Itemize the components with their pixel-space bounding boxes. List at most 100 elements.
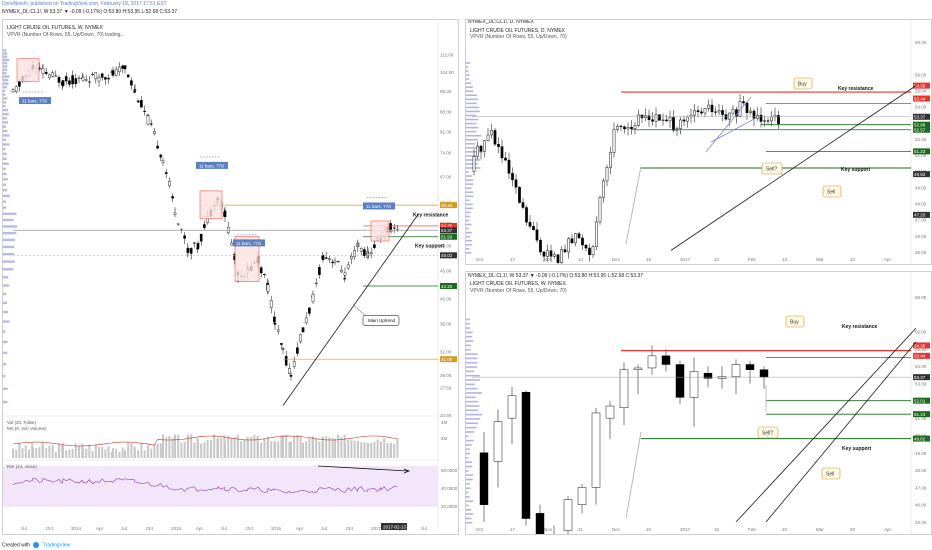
weekly-chart-canvas[interactable]: 112.00 104.00 96.00 88.00 81.00 74.00 67.00 60.… <box>3 20 458 534</box>
candle-body <box>273 316 276 323</box>
volume-profile-bar <box>466 444 472 446</box>
price-tag <box>913 113 930 120</box>
candle-body <box>14 86 18 92</box>
volume-profile-bar <box>466 422 479 425</box>
y-tick-label: 81.00 <box>440 129 452 134</box>
bar-count-label-bg <box>196 161 228 169</box>
candle-body <box>728 112 731 120</box>
volume-profile-bar <box>466 94 478 97</box>
x-tick-label: 17 <box>510 257 516 262</box>
weekly-zoom-chart-pane[interactable]: NYMEX_DL:CL1!, W 53.37 ▼ -0.09 (-0.17%) … <box>465 271 932 535</box>
candle-body <box>84 79 88 81</box>
price-tag <box>913 95 930 102</box>
y-tick-label: 45.00 <box>915 250 927 255</box>
candle-body <box>490 130 493 136</box>
candle-body <box>153 131 156 134</box>
volume-bar <box>305 441 308 458</box>
y-tick-label: 56.00 <box>915 72 927 77</box>
volume-profile-bar <box>466 496 470 498</box>
volume-bar <box>62 443 64 458</box>
candle-body <box>689 371 699 398</box>
candle-body <box>156 145 159 149</box>
volume-bar <box>293 436 296 458</box>
candle-body <box>472 156 476 172</box>
bar-count-label: 11 bars, 77d <box>199 163 224 168</box>
candle-body <box>563 499 573 531</box>
candle-body <box>633 125 637 129</box>
candle-body <box>392 227 396 229</box>
volume-profile-bar <box>466 187 472 189</box>
candle-body <box>168 180 171 186</box>
volume-profile-bar <box>3 400 8 404</box>
weekly-zoom-chart-canvas[interactable]: 58.0056.0055.0054.0053.0052.0051.0050.00… <box>466 272 931 534</box>
volume-profile-bar <box>3 320 10 323</box>
candle-body <box>609 152 612 168</box>
volume-profile-bar <box>466 400 479 403</box>
volume-profile-bar <box>466 383 475 386</box>
volume-bar <box>65 450 68 458</box>
candle-body <box>595 221 598 247</box>
main-uptrend-callout <box>362 315 400 326</box>
candle-body <box>44 71 48 74</box>
price-tag-label: 59.34 <box>441 203 453 208</box>
candle-body <box>314 282 318 284</box>
volume-profile-bar <box>3 82 9 85</box>
volume-profile-bar <box>466 478 473 481</box>
candle-body <box>280 343 283 345</box>
candle-body <box>140 100 143 108</box>
candle-body <box>336 261 340 263</box>
candle-body <box>476 145 479 157</box>
volume-profile-bar <box>3 58 10 62</box>
candle-body <box>331 261 334 264</box>
price-tag-label: 53.44 <box>914 96 926 101</box>
volume-bar <box>312 436 314 458</box>
key-support-label: Key support <box>842 446 872 452</box>
candle-body <box>74 78 78 84</box>
volume-bar <box>334 438 336 458</box>
volume-bar <box>127 442 130 458</box>
candle-body <box>133 90 136 93</box>
volume-bar <box>183 441 186 458</box>
volume-profile-bar <box>3 65 8 68</box>
footer-brand[interactable]: TradingView <box>42 542 71 548</box>
volume-bar <box>68 449 71 458</box>
price-tag-label: 53.37 <box>914 115 926 120</box>
volume-profile-bar <box>466 392 482 394</box>
sell-callout-bg <box>822 185 842 198</box>
x-tick-label: Feb <box>748 527 756 532</box>
volume-profile-bar <box>3 78 9 82</box>
candle-body <box>759 114 763 122</box>
volume-bar <box>187 434 189 458</box>
candle-body <box>289 375 293 377</box>
weekly-chart-pane[interactable]: LIGHT CRUDE OIL FUTURES, W, NYMEX VPVR (… <box>2 19 459 535</box>
volume-profile-bar <box>3 167 6 171</box>
daily-chart-pane[interactable]: NYMEX_DL:CL1!, D, NYMEX LIGHT CRUDE OIL … <box>465 19 932 265</box>
volume-bar <box>78 445 80 458</box>
volume-ma-label: MA (9, Vol: Volume) <box>7 426 47 431</box>
x-tick-label: Dec <box>612 257 621 262</box>
volume-bar <box>263 437 266 458</box>
volume-bar <box>203 442 206 458</box>
ticker-line: NYMEX_DL:CL1!, W 53.37 ▼ -0.09 (-0.17%) … <box>2 9 178 15</box>
volume-bar <box>290 441 292 458</box>
volume-bar <box>299 437 302 458</box>
candle-body <box>759 369 769 378</box>
volume-profile-bar <box>466 448 470 451</box>
candle-body <box>203 224 206 228</box>
candle-body <box>276 329 280 332</box>
volume-bar <box>257 442 259 458</box>
candle-body <box>647 355 657 369</box>
candle-body <box>486 134 490 142</box>
volume-profile-bar <box>466 435 469 438</box>
buy-callout: Buy <box>790 320 799 326</box>
y-tick-label: 74.00 <box>440 151 452 156</box>
volume-profile-bar <box>466 318 470 321</box>
candle-body <box>672 117 675 131</box>
volume-profile-bar <box>466 452 470 455</box>
candle-body <box>570 238 574 244</box>
daily-chart-canvas[interactable]: 58.0056.0055.0054.0053.0052.0051.0050.00… <box>466 20 931 264</box>
candle-body <box>630 127 633 129</box>
bar-count-label: 11 bars, 77d <box>366 204 391 209</box>
volume-bar <box>318 441 321 458</box>
x-tick-label: 17 <box>510 527 516 532</box>
